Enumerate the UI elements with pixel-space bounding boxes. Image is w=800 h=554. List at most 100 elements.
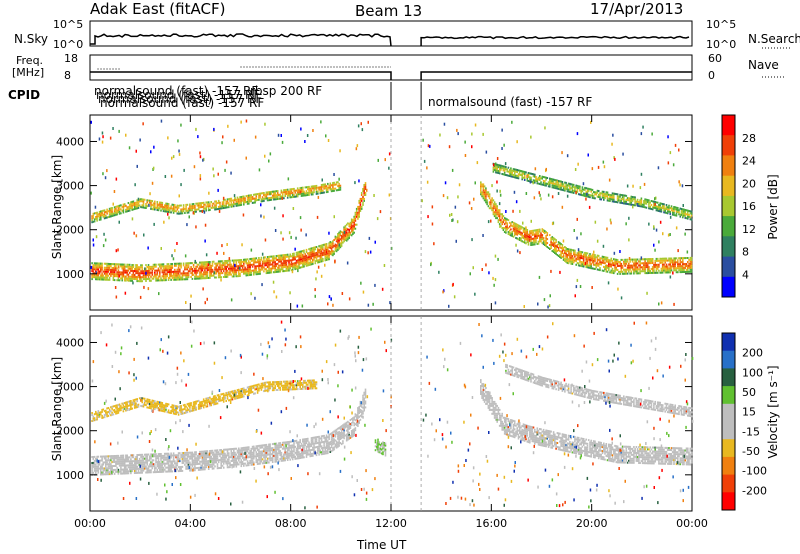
echo-cell-1-13 (92, 456, 95, 458)
echo-cell-0-3128 (666, 265, 669, 268)
freq-tick-top: 18 (64, 52, 78, 65)
echo-cell-1-559 (184, 459, 186, 462)
echo-cell-0-208 (127, 269, 130, 272)
scatter-cell-0-6 (588, 205, 591, 209)
scatter-cell-0-475 (90, 120, 92, 124)
echo-cell-0-2097 (290, 188, 293, 191)
echo-cell-0-134 (113, 271, 116, 274)
scatter-cell-0-492 (275, 295, 278, 299)
echo-cell-0-1102 (294, 258, 296, 261)
echo-cell-1-356 (148, 469, 151, 472)
echo-cell-0-3058 (651, 260, 654, 262)
echo-cell-0-2878 (613, 262, 615, 265)
echo-cell-0-3459 (561, 188, 564, 191)
echo-cell-0-3284 (502, 167, 505, 170)
echo-cell-0-922 (263, 262, 265, 265)
echo-cell-0-2960 (631, 258, 634, 261)
echo-cell-0-768 (234, 271, 236, 274)
echo-cell-0-2406 (513, 222, 516, 225)
echo-cell-0-1562 (110, 215, 112, 218)
echo-cell-0-1686 (151, 208, 154, 211)
echo-cell-0-2750 (585, 256, 587, 259)
echo-cell-0-1954 (243, 197, 245, 200)
echo-cell-0-1075 (289, 255, 291, 258)
echo-cell-0-2558 (545, 245, 547, 247)
echo-cell-0-2880 (614, 270, 616, 273)
echo-cell-0-73 (102, 270, 105, 273)
echo-cell-0-239 (132, 264, 135, 266)
echo-cell-0-1433 (352, 229, 354, 231)
echo-cell-0-3505 (575, 186, 577, 189)
echo-cell-0-1332 (334, 247, 337, 250)
echo-cell-0-1508 (91, 217, 93, 220)
echo-cell-0-3535 (585, 187, 587, 190)
echo-cell-0-2803 (596, 264, 599, 267)
echo-cell-0-1718 (162, 210, 165, 213)
echo-cell-0-3800 (675, 206, 678, 209)
echo-cell-0-946 (268, 271, 270, 274)
echo-cell-0-1022 (280, 258, 283, 261)
scatter-cell-0-311 (525, 226, 527, 230)
echo-cell-0-641 (209, 266, 211, 269)
echo-cell-0-1189 (309, 259, 312, 262)
echo-cell-0-3167 (674, 259, 676, 262)
echo-cell-0-509 (185, 276, 187, 279)
echo-cell-0-263 (137, 272, 140, 275)
echo-cell-0-1693 (154, 208, 156, 211)
echo-cell-0-35 (96, 266, 98, 269)
echo-cell-0-2977 (635, 266, 638, 269)
echo-cell-0-865 (251, 263, 254, 266)
echo-cell-1-58 (101, 467, 103, 470)
scatter-cell-0-405 (233, 138, 235, 142)
echo-cell-0-1282 (324, 243, 327, 246)
echo-cell-0-2940 (628, 270, 630, 273)
echo-cell-1-576 (186, 457, 189, 460)
echo-cell-0-2639 (564, 259, 566, 262)
echo-cell-0-3260 (495, 165, 497, 168)
echo-cell-0-18 (93, 266, 96, 269)
echo-cell-0-3203 (682, 263, 684, 266)
echo-cell-1-398 (156, 465, 159, 468)
echo-cell-0-600 (202, 273, 205, 276)
echo-cell-0-3299 (507, 166, 510, 169)
echo-cell-0-3227 (687, 257, 689, 259)
scatter-cell-0-267 (499, 193, 502, 197)
echo-cell-0-1680 (148, 199, 151, 202)
echo-cell-0-689 (219, 266, 221, 269)
echo-cell-0-3273 (498, 168, 501, 171)
echo-cell-0-70 (102, 278, 105, 281)
echo-cell-0-3133 (668, 263, 670, 266)
echo-cell-0-3686 (638, 201, 640, 203)
echo-cell-0-2612 (557, 247, 560, 249)
scatter-cell-0-0 (501, 128, 503, 132)
echo-cell-0-3205 (682, 259, 684, 262)
echo-cell-0-1450 (354, 215, 357, 218)
echo-cell-0-1696 (154, 202, 156, 205)
echo-cell-0-1251 (319, 248, 322, 251)
echo-cell-0-3646 (624, 194, 626, 197)
echo-cell-0-2623 (560, 253, 562, 255)
echo-cell-0-3033 (646, 262, 649, 265)
scatter-cell-0-97 (505, 210, 507, 213)
echo-cell-0-3482 (567, 182, 570, 185)
echo-cell-1-78 (105, 471, 107, 474)
echo-cell-0-3774 (668, 210, 670, 213)
echo-cell-0-2211 (329, 188, 332, 191)
scatter-cell-0-150 (682, 204, 684, 207)
echo-cell-0-3642 (623, 196, 625, 199)
echo-cell-0-823 (244, 266, 246, 269)
echo-cell-0-2677 (570, 254, 572, 257)
echo-cell-1-519 (176, 468, 179, 471)
echo-cell-0-1520 (96, 219, 98, 222)
echo-cell-0-2857 (608, 259, 610, 262)
echo-cell-0-807 (240, 259, 243, 261)
scatter-cell-0-471 (537, 302, 539, 306)
echo-cell-0-767 (234, 273, 236, 276)
echo-cell-0-272 (138, 268, 141, 271)
echo-cell-0-918 (261, 262, 264, 265)
echo-cell-0-372 (159, 265, 161, 268)
echo-cell-0-183 (122, 263, 125, 266)
scatter-cell-0-296 (577, 162, 579, 166)
scatter-cell-0-134 (341, 292, 344, 295)
echo-cell-0-1768 (179, 212, 181, 215)
